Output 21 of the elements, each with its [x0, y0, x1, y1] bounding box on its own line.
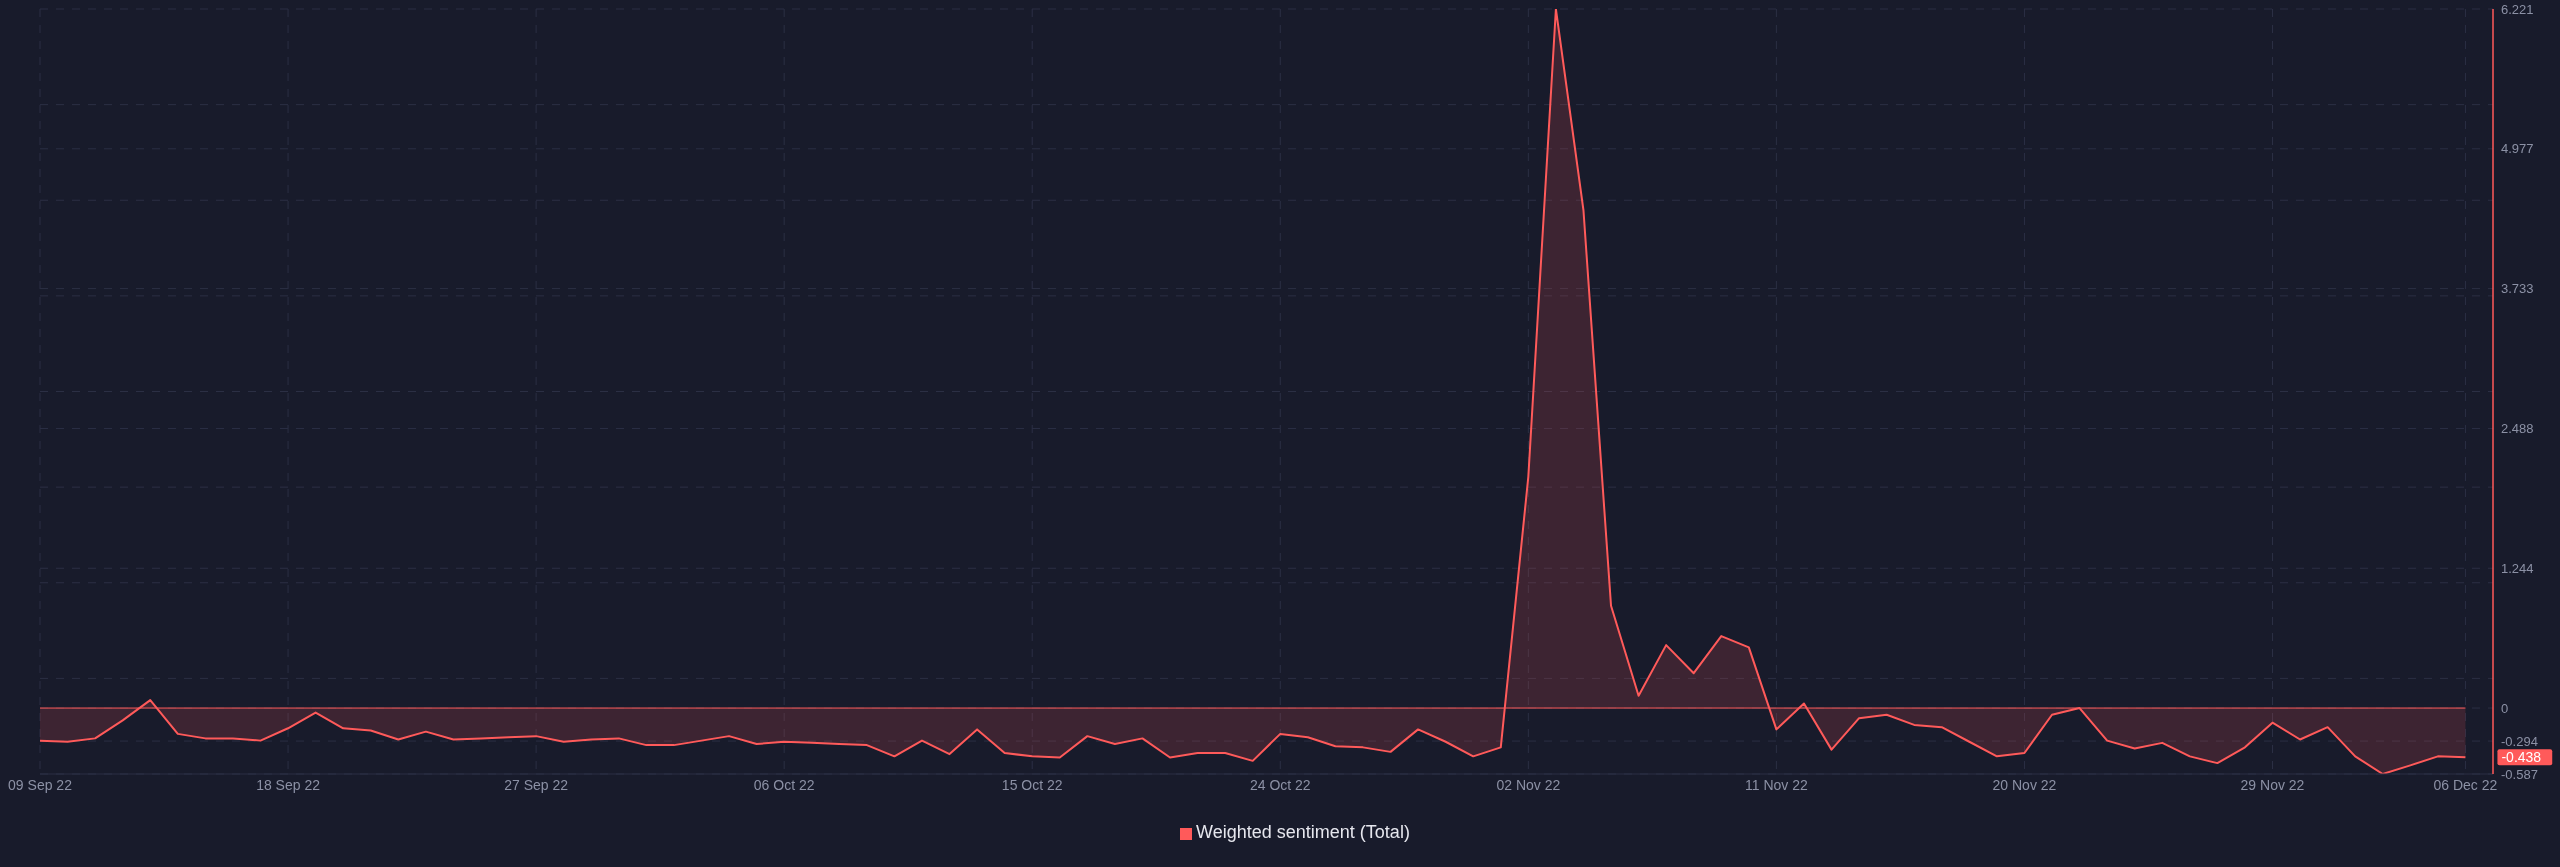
annotation: -0.438: [2501, 749, 2542, 766]
x-tick-label: 09 Sep 22: [8, 776, 73, 793]
y-tick-label: -0.587: [2501, 766, 2538, 782]
x-tick-label: 06 Oct 22: [753, 776, 815, 793]
y-tick-label: -0.294: [2501, 733, 2538, 749]
y-tick-label: 4.977: [2501, 141, 2534, 157]
x-tick-label: 29 Nov 22: [2240, 776, 2305, 793]
y-tick-label: 0: [2501, 700, 2509, 716]
y-tick-label: 2.488: [2501, 421, 2534, 437]
x-tick-label: 18 Sep 22: [256, 776, 321, 793]
legend-label: Weighted sentiment (Total): [1196, 822, 1410, 842]
y-tick-label: 1.244: [2501, 560, 2534, 576]
y-tick-label: 3.733: [2501, 281, 2534, 297]
y-tick-label: 6.221: [2501, 1, 2534, 17]
x-tick-label: 11 Nov 22: [1745, 776, 1808, 793]
x-tick-label: 02 Nov 22: [1496, 776, 1561, 793]
x-tick-label: 27 Sep 22: [504, 776, 569, 793]
x-tick-label: 06 Dec 22: [2433, 776, 2498, 793]
x-tick-label: 20 Nov 22: [1992, 776, 2057, 793]
x-tick-label: 15 Oct 22: [1001, 776, 1063, 793]
x-tick-label: 24 Oct 22: [1249, 776, 1311, 793]
